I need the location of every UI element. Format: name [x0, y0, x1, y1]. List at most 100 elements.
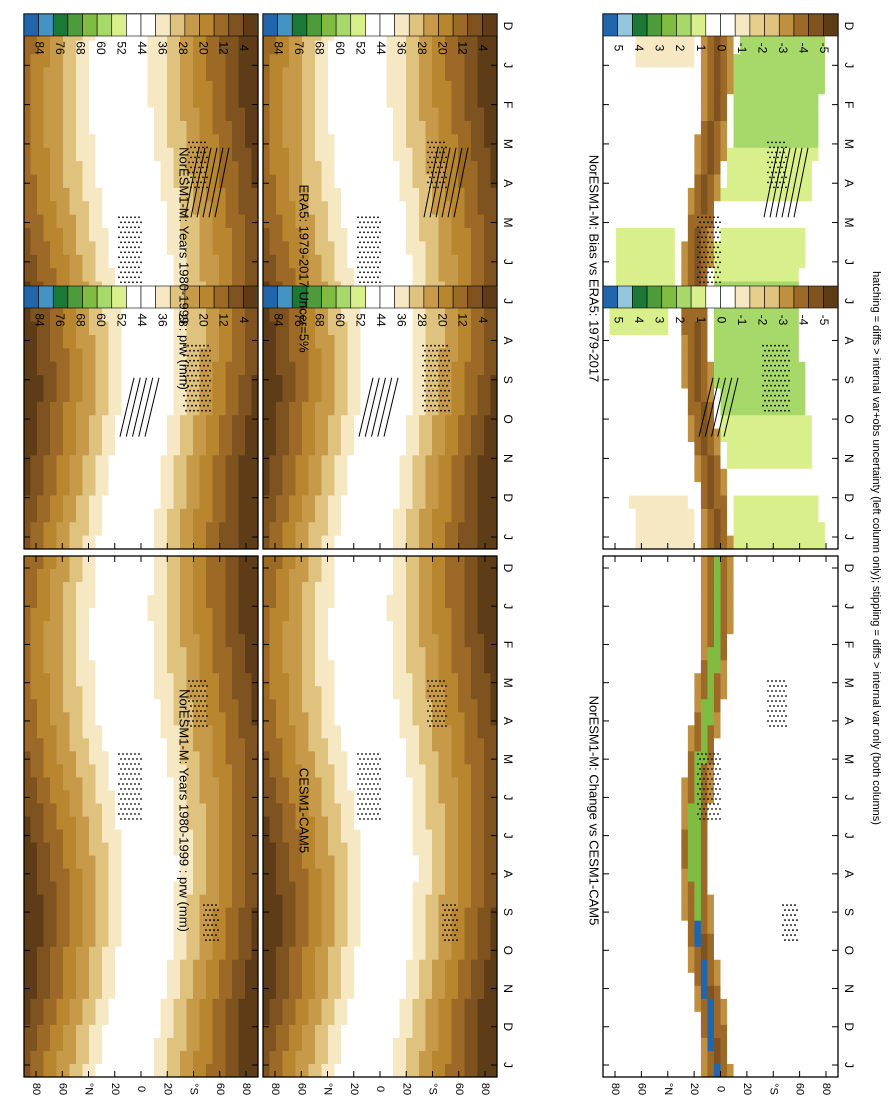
month-tick-label: A — [501, 179, 515, 187]
colorbar-label: 36 — [394, 41, 408, 55]
month-tick-label: O — [501, 414, 515, 423]
colorbar-label: 76 — [53, 313, 67, 327]
month-tick-label: M — [842, 754, 856, 764]
colorbar-label: 44 — [135, 41, 149, 55]
lat-tick-label: °S — [767, 1083, 779, 1095]
colorbar-swatch — [322, 14, 337, 36]
colorbar-swatch — [750, 14, 765, 36]
colorbar-swatch — [765, 286, 780, 308]
colorbar-swatch — [156, 286, 171, 308]
colorbar-swatch — [380, 14, 395, 36]
month-tick-label: S — [842, 376, 856, 384]
colorbar-swatch — [351, 14, 366, 36]
colorbar-swatch — [809, 14, 824, 36]
colorbar-label: 28 — [415, 313, 429, 327]
colorbar-swatch — [765, 14, 780, 36]
month-tick-label: N — [501, 454, 515, 463]
colorbar-label: -1 — [735, 315, 749, 326]
colorbar-label: 20 — [435, 313, 449, 327]
month-tick-label: M — [842, 218, 856, 228]
colorbar-label: 5 — [612, 317, 626, 324]
colorbar-swatch — [53, 286, 68, 308]
month-tick-label: A — [501, 870, 515, 878]
colorbar-swatch — [214, 286, 229, 308]
colorbar-swatch — [482, 14, 497, 36]
colorbar-label: 5 — [612, 45, 626, 52]
month-tick-label: D — [501, 493, 515, 502]
colorbar-label: 12 — [456, 313, 470, 327]
colorbar-label: 44 — [135, 313, 149, 327]
colorbar-label: 36 — [394, 313, 408, 327]
colorbar-swatch — [409, 14, 424, 36]
panel-field-4 — [24, 556, 259, 1078]
colorbar-swatch — [647, 286, 662, 308]
month-tick-label: J — [501, 534, 515, 540]
month-tick-label: M — [842, 139, 856, 149]
colorbar-swatch — [263, 14, 278, 36]
lat-tick-label: 20 — [400, 1083, 412, 1095]
month-tick-label: M — [501, 218, 515, 228]
lat-tick-label: 0 — [135, 1086, 147, 1092]
colorbar-label: 28 — [415, 41, 429, 55]
colorbar-label: 12 — [217, 41, 231, 55]
month-tick-label: J — [842, 259, 856, 265]
colorbar-swatch — [156, 14, 171, 36]
month-tick-label: O — [501, 946, 515, 955]
colorbar-swatch — [39, 14, 54, 36]
colorbar-swatch — [706, 14, 721, 36]
colorbar-swatch — [278, 14, 293, 36]
colorbar-label: 2 — [673, 45, 687, 52]
month-tick-label: J — [501, 1062, 515, 1068]
month-tick-label: A — [842, 717, 856, 725]
colorbar-swatch — [53, 14, 68, 36]
month-tick-label: D — [842, 493, 856, 502]
lat-tick-label: 80 — [820, 1083, 832, 1095]
colorbar-swatch — [336, 286, 351, 308]
month-tick-label: F — [842, 641, 856, 648]
colorbar-label: -5 — [817, 315, 831, 326]
colorbar-label: 36 — [155, 313, 169, 327]
colorbar-label: 44 — [374, 313, 388, 327]
colorbar-swatch — [750, 286, 765, 308]
panel-field-6 — [603, 556, 839, 1078]
colorbar-swatch — [735, 14, 750, 36]
lat-tick-label: 80 — [240, 1083, 252, 1095]
colorbar-label: 68 — [312, 313, 326, 327]
colorbar-label: 52 — [353, 313, 367, 327]
colorbar-label: 12 — [217, 313, 231, 327]
colorbar-swatch — [603, 286, 618, 308]
colorbar-swatch — [263, 286, 278, 308]
colorbar-swatch — [721, 286, 736, 308]
colorbar-swatch — [779, 14, 794, 36]
month-tick-label: A — [501, 336, 515, 344]
month-tick-label: J — [842, 1062, 856, 1068]
colorbar-label: 3 — [653, 45, 667, 52]
colorbar-label: 84 — [32, 41, 46, 55]
colorbar-label: 1 — [694, 45, 708, 52]
lat-tick-label: °N — [662, 1083, 674, 1095]
colorbar-swatch — [243, 14, 258, 36]
colorbar-swatch — [662, 14, 677, 36]
month-tick-label: A — [842, 336, 856, 344]
colorbar-swatch — [97, 286, 112, 308]
month-tick-label: J — [501, 62, 515, 68]
colorbar-swatch — [243, 286, 258, 308]
colorbar-swatch — [141, 286, 156, 308]
colorbar-swatch — [83, 286, 98, 308]
colorbar-swatch — [409, 286, 424, 308]
month-tick-label: D — [842, 22, 856, 31]
colorbar-swatch — [229, 286, 244, 308]
colorbar-label: 12 — [456, 41, 470, 55]
colorbar-swatch — [200, 14, 215, 36]
lat-tick-label: 0 — [374, 1086, 386, 1092]
lat-tick-label: 20 — [109, 1083, 121, 1095]
month-tick-label: J — [842, 603, 856, 609]
colorbar-label: 68 — [73, 41, 87, 55]
colorbar-swatch — [97, 14, 112, 36]
colorbar-label: 76 — [292, 41, 306, 55]
